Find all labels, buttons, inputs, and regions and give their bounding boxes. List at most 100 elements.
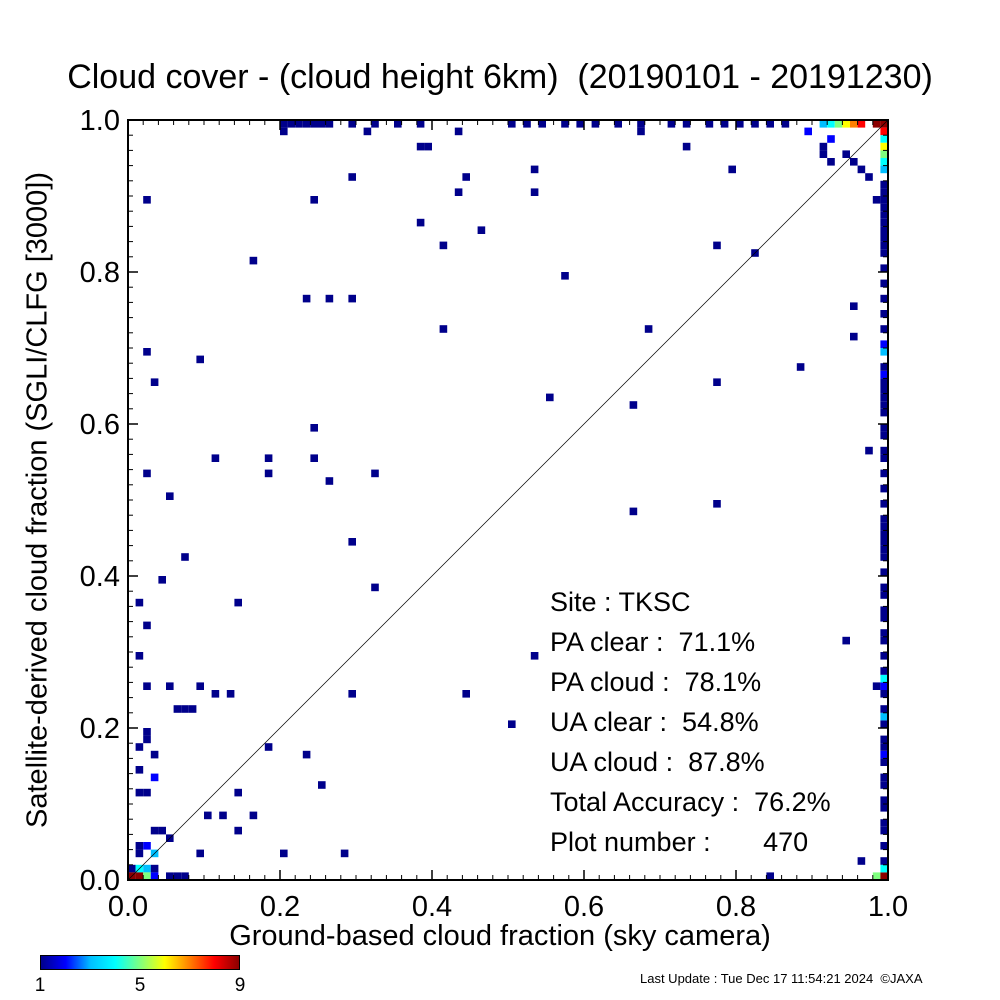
heatmap-cell bbox=[348, 294, 356, 303]
heatmap-cell bbox=[880, 682, 888, 690]
heatmap-cell bbox=[637, 120, 645, 128]
heatmap-cell bbox=[880, 401, 888, 409]
heatmap-cell bbox=[302, 750, 311, 759]
heatmap-cell bbox=[880, 325, 888, 333]
heatmap-cell bbox=[850, 120, 858, 128]
axis-tick-labels: 0.0 0.2 0.4 0.6 0.8 1.0 0.0 0.2 0.4 0.6 0.8 1.0 bbox=[80, 105, 908, 923]
heatmap-cell bbox=[348, 690, 356, 698]
heatmap-cell bbox=[857, 165, 866, 174]
heatmap-cell bbox=[644, 325, 653, 333]
heatmap-cell bbox=[325, 120, 334, 128]
heatmap-cell bbox=[561, 120, 569, 128]
heatmap-cell bbox=[713, 378, 721, 386]
heatmap-cell bbox=[143, 196, 151, 204]
heatmap-cell bbox=[371, 583, 379, 592]
heatmap-cell bbox=[143, 348, 151, 356]
heatmap-cell bbox=[865, 446, 873, 455]
heatmap-cell bbox=[850, 332, 858, 341]
heatmap-cell bbox=[325, 477, 334, 485]
heatmap-cell bbox=[150, 773, 159, 782]
heatmap-cell bbox=[310, 424, 318, 432]
heatmap-cell bbox=[150, 872, 159, 880]
heatmap-cell bbox=[530, 652, 539, 660]
y-tick-label: 0.6 bbox=[80, 409, 120, 441]
chart-title: Cloud cover - (cloud height 6km) (201901… bbox=[67, 58, 933, 96]
heatmap-cell bbox=[325, 294, 334, 303]
heatmap-cell bbox=[880, 538, 888, 546]
heatmap-cell bbox=[842, 120, 850, 128]
heatmap-cell bbox=[880, 188, 888, 196]
heatmap-cell bbox=[143, 469, 151, 478]
heatmap-cell bbox=[880, 667, 888, 675]
heatmap-cell bbox=[880, 705, 888, 713]
heatmap-cell bbox=[196, 355, 204, 364]
heatmap-cell bbox=[880, 226, 888, 234]
heatmap-cell bbox=[310, 196, 318, 204]
heatmap-cell bbox=[561, 272, 569, 280]
heatmap-cell bbox=[880, 690, 888, 698]
x-tick-label: 0.6 bbox=[564, 891, 604, 923]
heatmap-cell bbox=[188, 705, 197, 713]
heatmap-cell bbox=[150, 826, 159, 835]
stats-panel: Site : TKSC PA clear : 71.1% PA cloud : … bbox=[550, 582, 831, 862]
heatmap-cell bbox=[173, 872, 182, 880]
heatmap-cell bbox=[508, 720, 516, 728]
heatmap-cell bbox=[720, 120, 729, 128]
heatmap-cell bbox=[280, 849, 288, 858]
x-tick-label: 0.0 bbox=[108, 891, 148, 923]
heatmap-cell bbox=[880, 804, 888, 812]
heatmap-cell bbox=[264, 454, 273, 462]
heatmap-cell bbox=[880, 454, 888, 462]
heatmap-cell bbox=[880, 636, 888, 645]
heatmap-cell bbox=[880, 158, 888, 166]
axis-ticks bbox=[127, 119, 889, 881]
heatmap-cell bbox=[318, 120, 326, 128]
heatmap-cell bbox=[143, 872, 151, 880]
heatmap-cell bbox=[150, 750, 159, 759]
heatmap-cell bbox=[249, 811, 258, 820]
last-update-footer: Last Update : Tue Dec 17 11:54:21 2024 ©… bbox=[640, 971, 923, 986]
heatmap-cell bbox=[827, 120, 835, 128]
heatmap-cell bbox=[143, 864, 151, 873]
stat-pa-cloud: PA cloud : 78.1% bbox=[550, 667, 762, 697]
heatmap-cell bbox=[880, 515, 888, 523]
stat-ua-clear: UA clear : 54.8% bbox=[550, 707, 759, 737]
heatmap-cell bbox=[880, 826, 888, 835]
heatmap-cell bbox=[667, 120, 676, 128]
heatmap-cell bbox=[546, 393, 554, 402]
heatmap-cell bbox=[781, 120, 790, 128]
heatmap-cell bbox=[629, 401, 638, 409]
heatmap-cell bbox=[508, 120, 516, 128]
heatmap-cell bbox=[880, 378, 888, 386]
heatmap-cell bbox=[880, 819, 888, 827]
heatmap-cell bbox=[880, 264, 888, 272]
heatmap-cell bbox=[834, 120, 843, 128]
heatmap-cell bbox=[135, 652, 144, 660]
heatmap-cell bbox=[614, 120, 622, 128]
heatmap-cell bbox=[880, 720, 888, 728]
heatmap-cell bbox=[819, 120, 828, 128]
heatmap-cell bbox=[880, 758, 888, 766]
heatmap-cell bbox=[827, 135, 835, 143]
heatmap-cell bbox=[302, 120, 311, 128]
heatmap-cell bbox=[150, 864, 159, 873]
heatmap-cell bbox=[880, 857, 888, 865]
x-tick-label: 0.4 bbox=[412, 891, 452, 923]
heatmap-cell bbox=[348, 173, 356, 181]
heatmap-cell bbox=[880, 652, 888, 660]
heatmap-cell bbox=[880, 606, 888, 614]
heatmap-cell bbox=[880, 568, 888, 576]
heatmap-cell bbox=[880, 591, 888, 599]
heatmap-cell bbox=[219, 811, 227, 820]
heatmap-cell bbox=[477, 226, 486, 234]
heatmap-cell bbox=[880, 408, 888, 417]
heatmap-cell bbox=[827, 158, 835, 166]
heatmap-cell bbox=[249, 256, 258, 265]
heatmap-cell bbox=[135, 766, 144, 774]
x-tick-label: 0.8 bbox=[716, 891, 756, 923]
heatmap-cell bbox=[158, 576, 166, 584]
heatmap-cell bbox=[872, 120, 881, 128]
heatmap-cell bbox=[880, 712, 888, 721]
heatmap-cell bbox=[454, 188, 463, 196]
